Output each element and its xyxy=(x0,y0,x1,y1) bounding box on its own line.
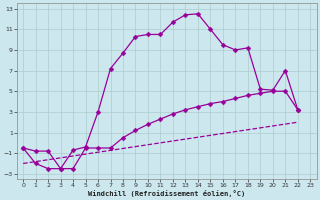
X-axis label: Windchill (Refroidissement éolien,°C): Windchill (Refroidissement éolien,°C) xyxy=(88,190,245,197)
